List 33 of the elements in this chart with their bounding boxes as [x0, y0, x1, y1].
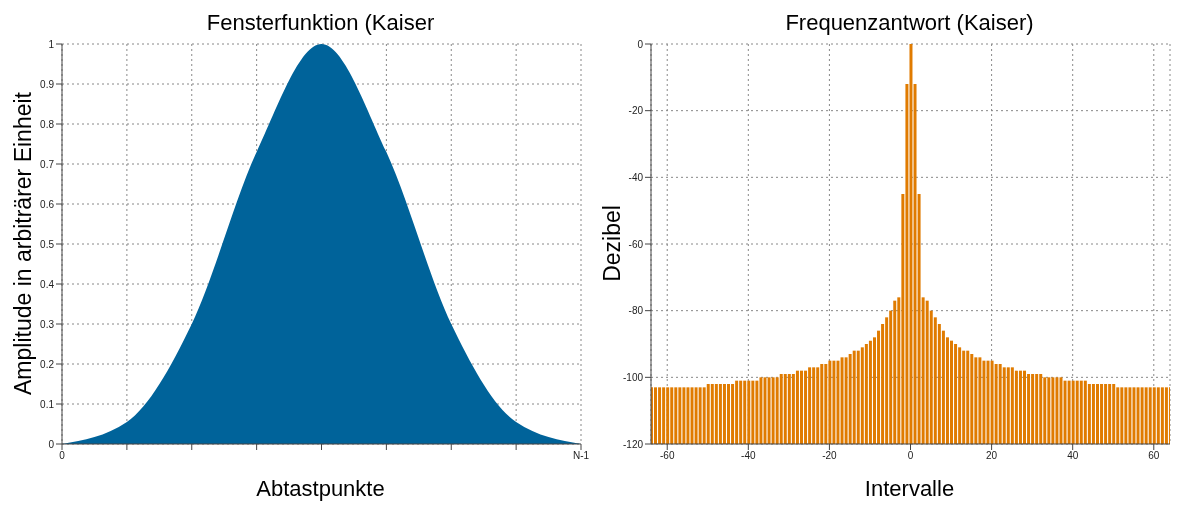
x-axis-title: Abtastpunkte	[255, 476, 386, 502]
y-tick-label: -40	[628, 171, 644, 183]
x-tick-label: 0	[59, 450, 66, 462]
y-tick-label: 0.3	[40, 318, 55, 330]
y-tick-label: -80	[628, 305, 644, 317]
x-tick-label: 20	[986, 450, 998, 462]
y-tick-label: -20	[628, 105, 644, 117]
y-tick-label: 0.8	[40, 118, 55, 130]
y-tick-label: 0	[637, 38, 644, 50]
x-tick-label: 0	[907, 450, 914, 462]
y-tick-label: 0.2	[40, 358, 55, 370]
y-axis-title: Dezibel	[598, 204, 626, 282]
x-tick-label: -60	[659, 450, 675, 462]
x-tick-label: N-1	[572, 450, 590, 462]
y-tick-label: 0.6	[40, 198, 55, 210]
chart-title: Fensterfunktion (Kaiser	[205, 10, 436, 36]
y-tick-label: 0.5	[40, 238, 55, 250]
y-tick-label: 0.4	[40, 278, 55, 290]
y-tick-label: 0	[48, 438, 55, 450]
x-tick-label: 60	[1148, 450, 1160, 462]
chart-title: Frequenzantwort (Kaiser)	[784, 10, 1035, 36]
x-tick-label: -20	[822, 450, 838, 462]
y-tick-label: 0.7	[40, 158, 55, 170]
x-tick-label: -40	[741, 450, 756, 462]
y-tick-label: 0.9	[40, 78, 55, 90]
y-tick-label: -60	[628, 238, 644, 250]
y-tick-label: 0.1	[40, 398, 55, 410]
y-tick-label: 1	[48, 38, 55, 50]
y-tick-label: -120	[622, 438, 644, 450]
x-axis-title: Intervalle	[863, 476, 956, 502]
x-tick-label: 40	[1067, 450, 1079, 462]
y-tick-label: -100	[622, 371, 644, 383]
y-axis-title: Amplitude in arbiträrer Einheit	[9, 91, 37, 395]
